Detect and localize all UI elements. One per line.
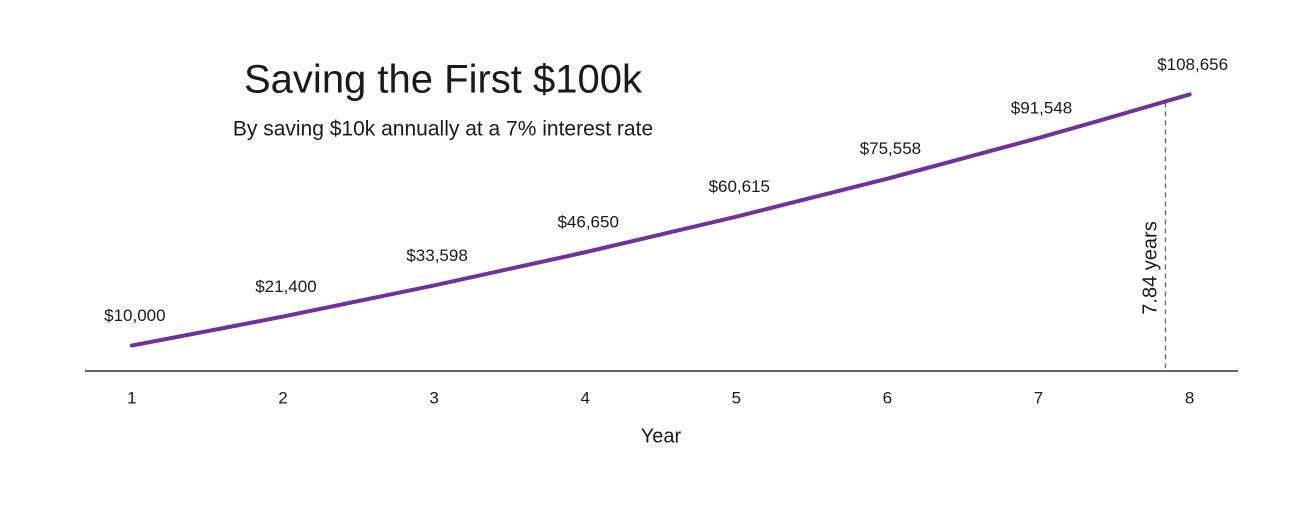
x-tick-label: 8	[1185, 388, 1194, 407]
chart-title: Saving the First $100k	[244, 58, 643, 102]
x-tick-label: 4	[580, 388, 589, 407]
data-label: $75,558	[860, 139, 921, 158]
annotation-label: 7.84 years	[1140, 221, 1162, 314]
data-label: $33,598	[406, 246, 467, 265]
x-tick-label: 6	[883, 388, 892, 407]
data-label: $10,000	[104, 306, 165, 325]
x-tick-label: 1	[127, 388, 136, 407]
x-tick-label: 2	[278, 388, 287, 407]
x-tick-label: 5	[732, 388, 741, 407]
data-label: $46,650	[557, 213, 618, 232]
series-line	[129, 92, 1192, 348]
data-label: $108,656	[1157, 55, 1228, 74]
x-tick-label: 7	[1034, 388, 1043, 407]
x-tick-label: 3	[429, 388, 438, 407]
data-label: $60,615	[709, 177, 770, 196]
data-label: $21,400	[255, 277, 316, 296]
x-axis-label: Year	[641, 425, 682, 447]
data-label: $91,548	[1011, 98, 1072, 117]
chart-subtitle: By saving $10k annually at a 7% interest…	[233, 118, 653, 141]
